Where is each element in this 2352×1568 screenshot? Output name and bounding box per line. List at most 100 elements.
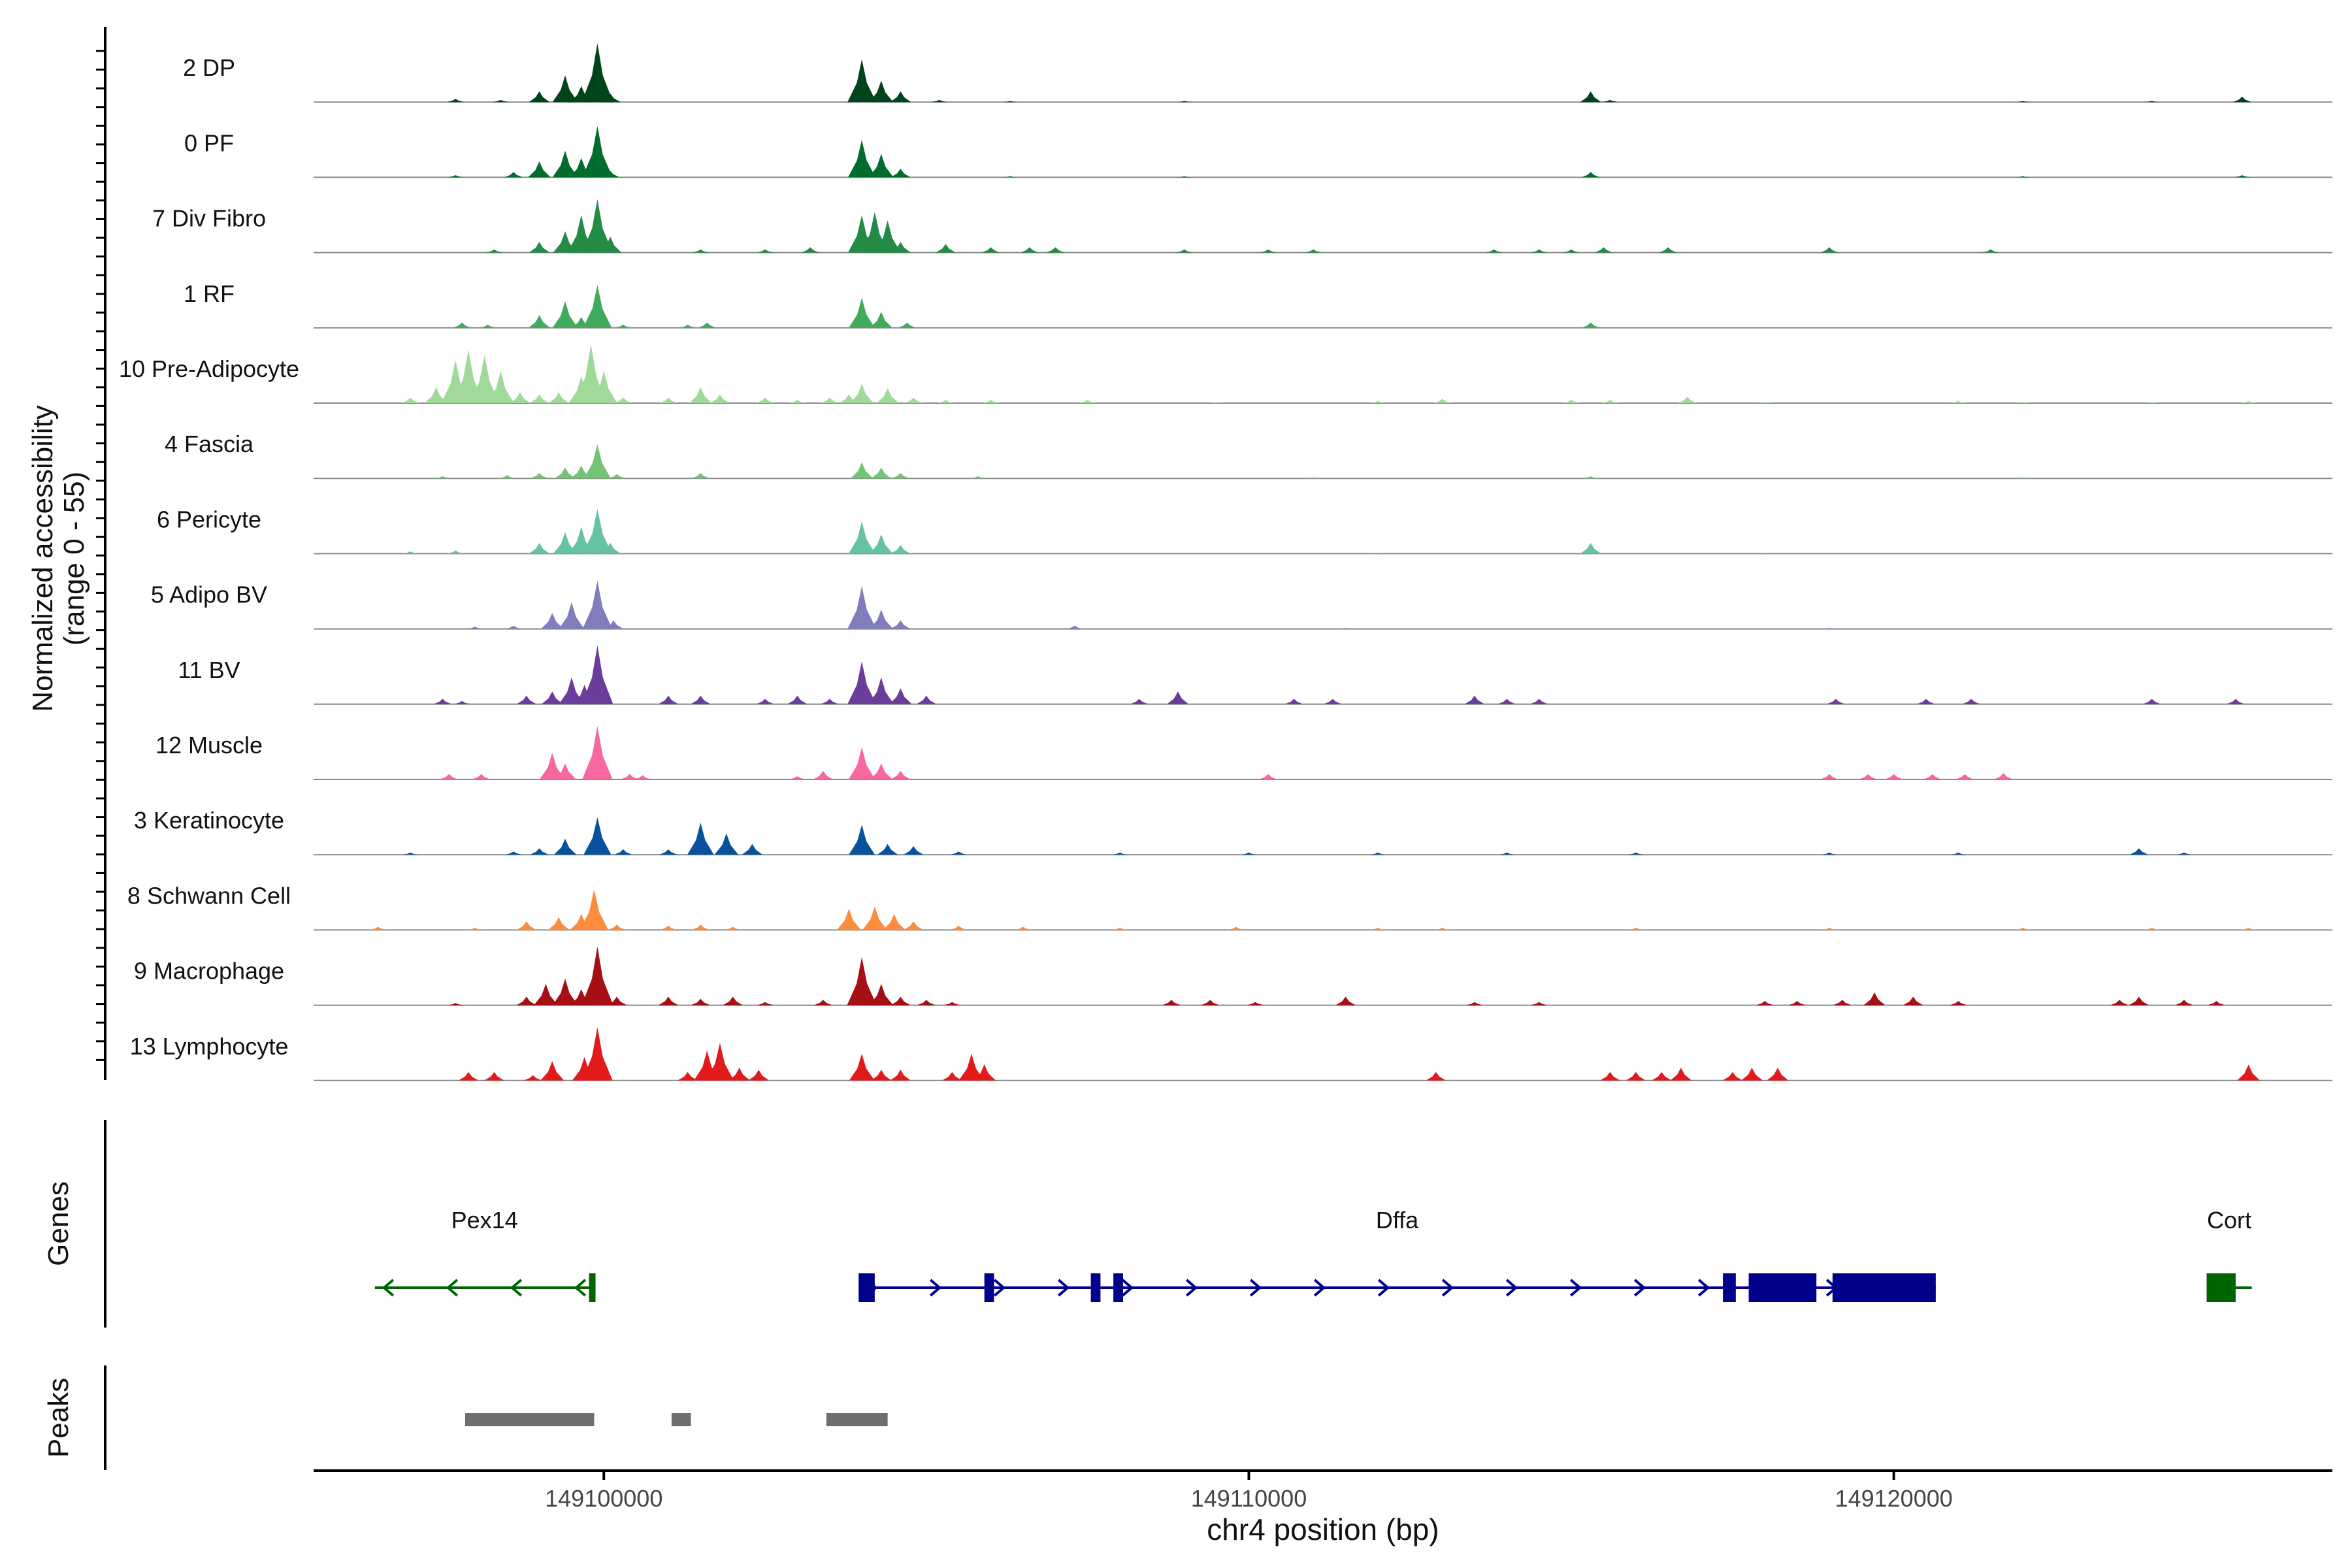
coverage-peak — [874, 220, 901, 253]
coverage-peak — [813, 770, 834, 779]
coverage-peak — [870, 467, 892, 479]
coverage-peak — [1601, 400, 1619, 403]
coverage-peak — [756, 1002, 774, 1005]
strand-arrow — [1633, 1279, 1646, 1297]
coverage-peak — [1961, 698, 1981, 704]
y-axis-title-line2: (range 0 - 55) — [58, 472, 90, 646]
coverage-peak — [2176, 852, 2193, 855]
coverage-peak — [868, 154, 894, 178]
x-tick-label: 149120000 — [1835, 1485, 1953, 1512]
coverage-peak — [723, 996, 743, 1005]
track-5-adipo-bv: 5 Adipo BV — [151, 581, 2332, 630]
gene-exon — [1748, 1273, 1817, 1302]
coverage-peak — [658, 996, 679, 1005]
coverage-peak — [1530, 1002, 1548, 1005]
track-label: 5 Adipo BV — [151, 581, 267, 608]
coverage-peak — [936, 244, 956, 253]
y-axis-title-line1: Normalized accessibility — [27, 405, 59, 711]
coverage-peak — [1767, 1068, 1789, 1081]
coverage-peak — [1337, 628, 1354, 629]
coverage-peak — [1826, 698, 1846, 704]
peak-region-bar — [465, 1413, 595, 1426]
coverage-peak — [658, 695, 679, 704]
gene-exon — [1723, 1273, 1736, 1302]
coverage-peak — [847, 957, 877, 1005]
coverage-peak — [742, 843, 763, 855]
gene-exon — [984, 1273, 994, 1302]
coverage-peak — [950, 851, 968, 855]
coverage-peak — [943, 1002, 961, 1005]
coverage-peak — [582, 125, 613, 178]
coverage-peak — [447, 175, 464, 178]
coverage-peak — [678, 1071, 698, 1081]
coverage-peak — [1601, 99, 1618, 103]
coverage-peak — [1756, 1001, 1774, 1005]
coverage-peak — [789, 776, 806, 779]
coverage-peak — [889, 688, 912, 704]
coverage-peak — [575, 344, 607, 403]
coverage-peak — [692, 249, 710, 253]
coverage-peak — [1304, 249, 1322, 253]
coverage-peak — [820, 397, 839, 403]
coverage-peak — [1201, 1000, 1220, 1005]
coverage-peak — [862, 906, 887, 930]
coverage-peak — [581, 43, 613, 103]
coverage-peak — [698, 322, 717, 328]
track-1-rf: 1 RF — [184, 280, 2332, 329]
coverage-peak — [1020, 247, 1039, 253]
coverage-peak — [606, 996, 627, 1005]
coverage-peak — [883, 913, 906, 930]
strand-arrow — [1697, 1279, 1710, 1297]
coverage-peak — [890, 770, 911, 779]
coverage-peak — [547, 917, 570, 930]
coverage-peak — [509, 392, 531, 403]
coverage-peak — [1530, 249, 1548, 253]
track-11-bv: 11 BV — [178, 645, 2332, 705]
coverage-peak — [1982, 249, 1999, 253]
coverage-peak — [942, 1071, 962, 1081]
coverage-peak — [2226, 698, 2246, 704]
coverage-peak — [540, 1061, 564, 1081]
coverage-peak — [848, 140, 876, 178]
x-tick-label: 149100000 — [545, 1485, 662, 1512]
gene-cort: Cort — [2206, 1207, 2252, 1302]
track-label: 7 Div Fibro — [152, 205, 266, 232]
coverage-peak — [530, 473, 549, 479]
track-label: 8 Schwann Cell — [127, 882, 291, 909]
coverage-peak — [452, 322, 472, 328]
coverage-peak — [466, 627, 483, 629]
gene-models: Pex14 Dffa Cort — [374, 1207, 2252, 1302]
coverage-peak — [2015, 101, 2031, 103]
peak-region-bar — [826, 1413, 888, 1426]
coverage-peak — [1625, 1071, 1646, 1081]
coverage-peak — [2144, 101, 2160, 103]
gene-exon — [858, 1273, 875, 1302]
track-2-dp: 2 DP — [183, 43, 2332, 103]
coverage-peak — [440, 774, 459, 779]
coverage-peak — [1209, 402, 1224, 403]
coverage-peak — [1258, 774, 1278, 779]
coverage-peak — [487, 370, 514, 403]
track-label: 1 RF — [184, 280, 235, 307]
coverage-peak — [903, 846, 924, 855]
coverage-peak — [504, 172, 523, 178]
coverage-peak — [1993, 773, 2014, 779]
coverage-peak — [659, 397, 678, 403]
coverage-peak — [529, 315, 551, 328]
coverage-peak — [1600, 1071, 1620, 1081]
coverage-peak — [659, 925, 678, 930]
coverage-peak — [1670, 1068, 1692, 1081]
coverage-peak — [555, 467, 576, 479]
strand-arrow — [446, 1279, 459, 1297]
strand-arrow — [1441, 1279, 1454, 1297]
coverage-peak — [2234, 175, 2251, 178]
coverage-peak — [710, 394, 730, 403]
coverage-peak — [869, 534, 893, 554]
coverage-peak — [1464, 695, 1485, 704]
coverage-peak — [583, 444, 612, 479]
coverage-peak — [1433, 399, 1452, 403]
coverage-peak — [930, 99, 948, 103]
coverage-peak — [603, 620, 624, 629]
coverage-peak — [869, 80, 894, 103]
coverage-peak — [1167, 691, 1189, 704]
